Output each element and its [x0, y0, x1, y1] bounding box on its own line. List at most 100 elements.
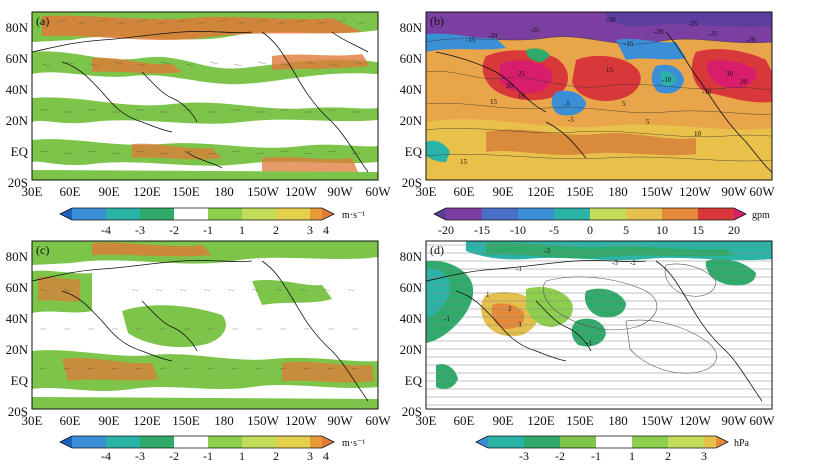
- contour-label: -25: [688, 20, 698, 28]
- lon-tick: 60E: [60, 184, 81, 199]
- panel-c-lon-ticks: 30E 60E 90E 120E 150E 180 150W 120W 90W …: [22, 413, 392, 428]
- lon-tick: 150E: [566, 413, 594, 428]
- lon-tick: 150E: [172, 184, 200, 199]
- lat-tick: 20N: [6, 113, 29, 128]
- lat-tick: 20N: [400, 342, 423, 357]
- panel-d-lon-ticks: 30E 60E 90E 120E 150E 180 150W 120W 90W …: [416, 413, 776, 428]
- lon-tick: 120W: [285, 413, 318, 428]
- colorbar-tick: 3: [701, 449, 707, 463]
- lat-tick: 20S: [8, 175, 28, 190]
- lon-tick: 150W: [247, 413, 280, 428]
- panel-a-lat-ticks: 80N 60N 40N 20N EQ 20S: [6, 20, 29, 190]
- contour-label: -25: [530, 26, 540, 34]
- lon-tick: 30E: [416, 184, 437, 199]
- contour-label: 5: [622, 100, 626, 108]
- colorbar-tick: 5: [623, 223, 629, 237]
- lon-tick: 120E: [527, 413, 555, 428]
- lon-tick: 120E: [527, 184, 555, 199]
- colorbar-unit: hPa: [734, 438, 750, 449]
- lat-tick: 80N: [400, 249, 423, 264]
- colorbar-tick: -10: [510, 223, 526, 237]
- contour-label: 30: [726, 70, 734, 78]
- lon-tick: 90E: [493, 413, 514, 428]
- contour-label: -5: [564, 100, 570, 108]
- lat-tick: 20S: [8, 404, 28, 419]
- panel-b-colorbar: -20 -15 -10 -5 0 5 10 15 20 gpm: [433, 207, 770, 237]
- panel-b-lat-ticks: 80N 60N 40N 20N EQ 20S: [400, 20, 423, 190]
- colorbar-tick: -2: [169, 449, 179, 463]
- colorbar-tick: 4: [323, 223, 329, 237]
- colorbar-tick: -15: [474, 223, 490, 237]
- colorbar-tick: -3: [135, 223, 145, 237]
- contour-label: 10: [694, 130, 702, 138]
- contour-label: 25: [518, 70, 526, 78]
- contour-label: 1: [486, 291, 490, 299]
- colorbar-tick: 3: [307, 223, 313, 237]
- lat-tick: 60N: [400, 280, 423, 295]
- lon-tick: 120W: [679, 184, 712, 199]
- contour-label: -1: [444, 315, 450, 323]
- contour-label: -25: [708, 30, 718, 38]
- colorbar-tick: 1: [239, 223, 245, 237]
- panel-c: (c) 80N 60N 40N 20N EQ 20S 30E 60E 90E 1…: [6, 240, 392, 428]
- colorbar-tick: 4: [323, 449, 329, 463]
- colorbar-unit: m·s⁻¹: [342, 210, 365, 221]
- colorbar-tick: -4: [101, 449, 111, 463]
- lon-tick: 60W: [365, 184, 391, 199]
- lat-tick: 20S: [402, 175, 422, 190]
- lat-tick: 60N: [6, 280, 29, 295]
- lon-tick: 30E: [22, 184, 43, 199]
- colorbar-tick: -5: [549, 223, 559, 237]
- colorbar-tick: 15: [692, 223, 704, 237]
- colorbar-tick: 20: [728, 223, 740, 237]
- lon-tick: 90E: [99, 413, 120, 428]
- contour-label: -20: [654, 28, 664, 36]
- colorbar-tick: -4: [101, 223, 111, 237]
- colorbar-tick: -1: [591, 449, 601, 463]
- colorbar-tick: 2: [273, 223, 279, 237]
- lon-tick: 150E: [172, 413, 200, 428]
- lat-tick: 40N: [6, 311, 29, 326]
- colorbar-tick: -3: [519, 449, 529, 463]
- lat-tick: EQ: [405, 373, 423, 388]
- lon-tick: 150E: [566, 184, 594, 199]
- colorbar-unit: m·s⁻¹: [342, 438, 365, 449]
- lon-tick: 90W: [721, 184, 747, 199]
- lon-tick: 90W: [327, 413, 353, 428]
- panel-d: (d) -3 -3 -2 -1 2 1 3 -1 -1 80N 60N 40N …: [400, 240, 776, 428]
- colorbar-unit: gpm: [752, 210, 770, 221]
- contour-label: -5: [568, 116, 574, 124]
- contour-label: 15: [606, 66, 614, 74]
- contour-label: 15: [460, 158, 468, 166]
- lon-tick: 120W: [285, 184, 318, 199]
- lat-tick: EQ: [11, 373, 29, 388]
- lat-tick: EQ: [11, 144, 29, 159]
- panel-b-label: (b): [430, 14, 444, 28]
- colorbar-tick: -2: [555, 449, 565, 463]
- lat-tick: 80N: [400, 20, 423, 35]
- panel-b-lon-ticks: 30E 60E 90E 120E 150E 180 150W 120W 90W …: [416, 184, 776, 199]
- lon-tick: 180: [608, 413, 628, 428]
- contour-label: -3: [544, 247, 550, 255]
- lon-tick: 30E: [416, 413, 437, 428]
- lon-tick: 90W: [721, 413, 747, 428]
- lon-tick: 60W: [749, 184, 775, 199]
- lat-tick: 80N: [6, 20, 29, 35]
- lat-tick: 40N: [400, 311, 423, 326]
- panel-d-contour-labels: -3 -3 -2 -1 2 1 3 -1 -1: [444, 247, 636, 347]
- lon-tick: 180: [214, 184, 234, 199]
- panel-c-colorbar: -4 -3 -2 -1 1 2 3 4 m·s⁻¹: [59, 435, 365, 463]
- colorbar-tick: -20: [438, 223, 454, 237]
- contour-label: -10: [662, 76, 672, 84]
- contour-label: -2: [630, 259, 636, 267]
- lon-tick: 120E: [133, 184, 161, 199]
- panel-d-label: (d): [430, 243, 444, 257]
- colorbar-tick: 1: [239, 449, 245, 463]
- contour-label: -15: [466, 36, 476, 44]
- lon-tick: 180: [608, 184, 628, 199]
- contour-label: 3: [518, 321, 522, 329]
- colorbar-tick: 2: [273, 449, 279, 463]
- lon-tick: 60E: [60, 413, 81, 428]
- lat-tick: 40N: [400, 82, 423, 97]
- lon-tick: 150W: [641, 184, 674, 199]
